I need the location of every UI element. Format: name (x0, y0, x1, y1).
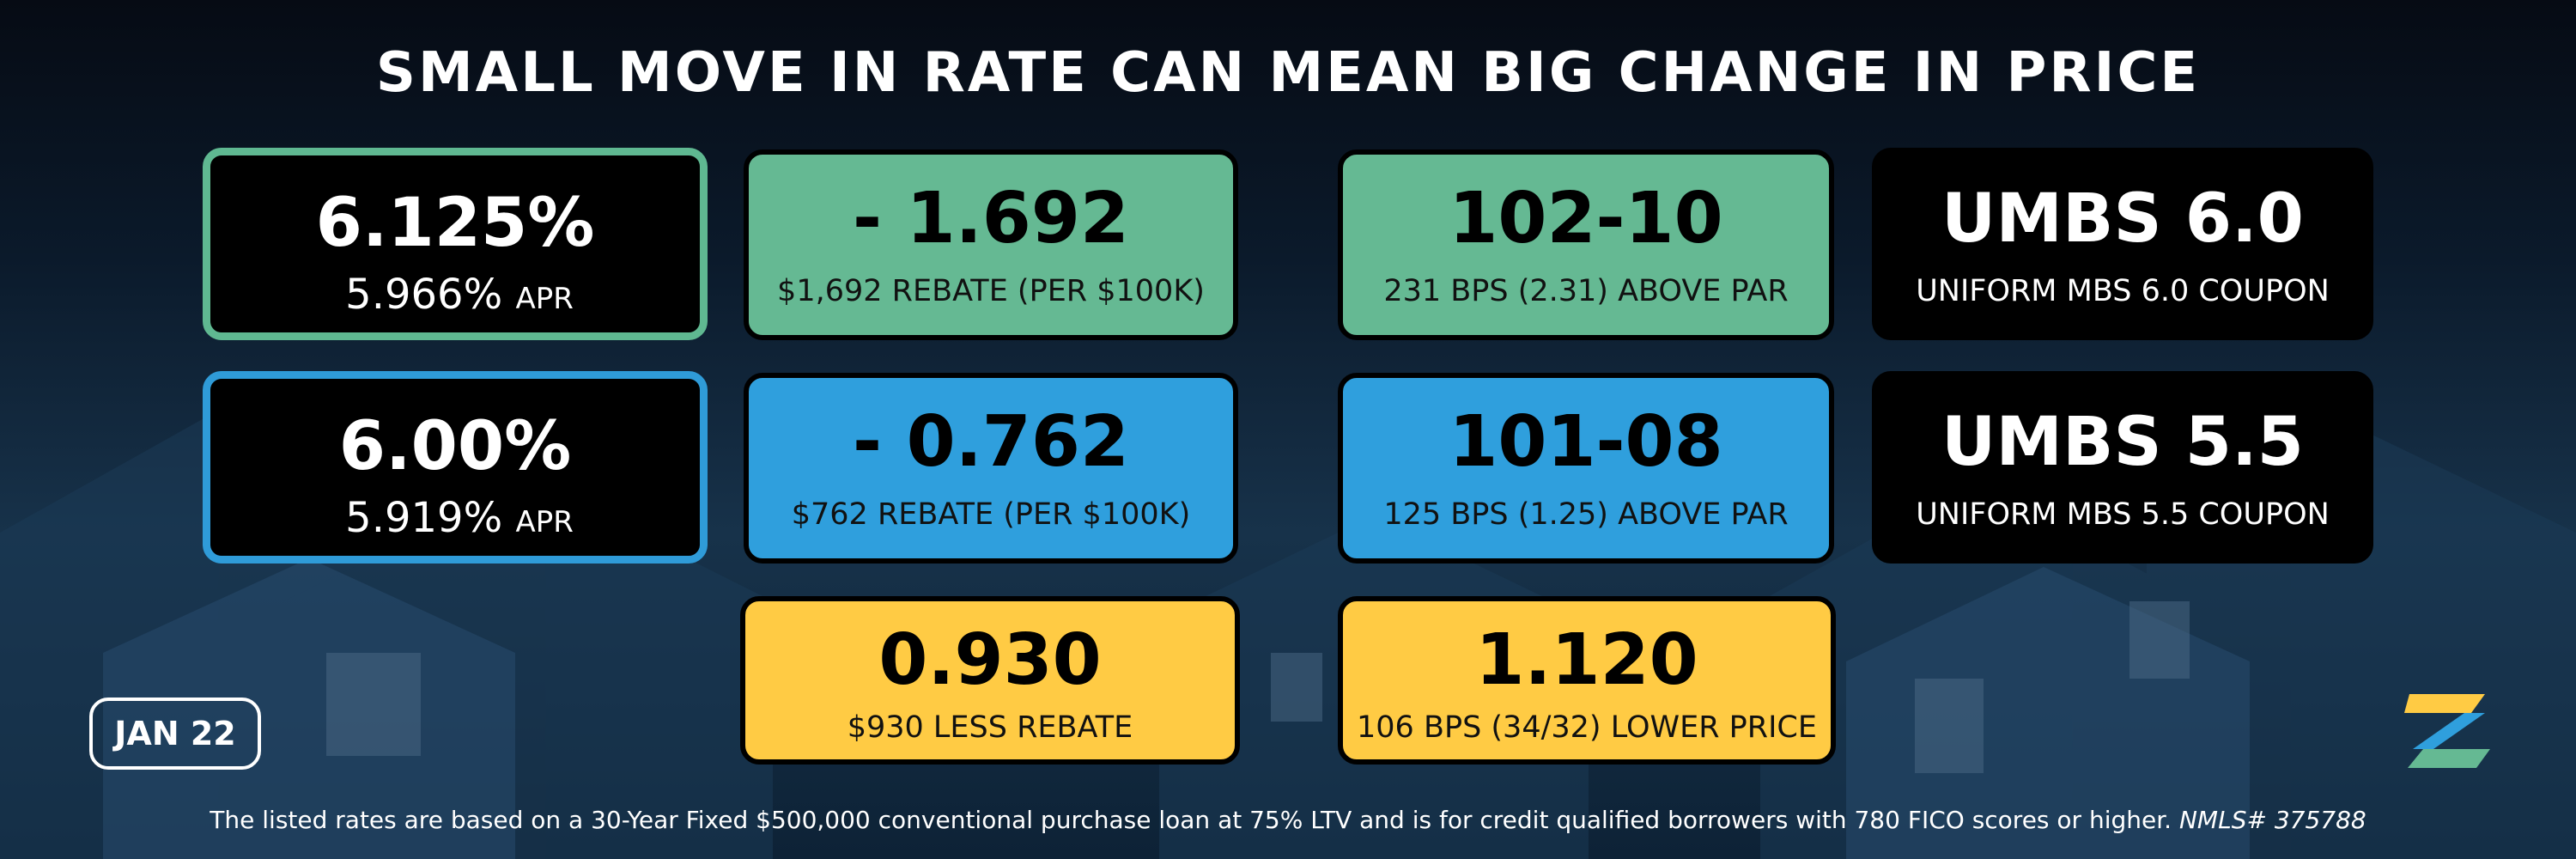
rebate-card-2: - 0.762 $762 REBATE (PER $100K) (744, 373, 1238, 564)
price-difference-value: 1.120 (1475, 619, 1698, 701)
coupon-value: UMBS 5.5 (1941, 404, 2304, 481)
company-logo-icon (2404, 694, 2490, 768)
coupon-card-1: UMBS 6.0 UNIFORM MBS 6.0 COUPON (1872, 148, 2373, 340)
price-card-1: 102-10 231 BPS (2.31) ABOVE PAR (1338, 149, 1834, 340)
apr-line: 5.966% APR (210, 274, 700, 315)
rate-card-1: 6.125% 5.966% APR (203, 148, 708, 340)
page-title: SMALL MOVE IN RATE CAN MEAN BIG CHANGE I… (375, 41, 2201, 105)
coupon-card-2: UMBS 5.5 UNIFORM MBS 5.5 COUPON (1872, 371, 2373, 564)
price-difference-card: 1.120 106 BPS (34/32) LOWER PRICE (1338, 596, 1836, 765)
price-difference-detail: 106 BPS (34/32) LOWER PRICE (1357, 710, 1817, 745)
rebate-value: - 0.762 (853, 401, 1129, 483)
rebate-difference-value: 0.930 (878, 619, 1102, 701)
date-badge: JAN 22 (89, 698, 261, 770)
price-value: 102-10 (1449, 178, 1723, 259)
coupon-detail: UNIFORM MBS 6.0 COUPON (1916, 274, 2330, 308)
nmls-number: NMLS# 375788 (2178, 806, 2366, 834)
rate-card-2: 6.00% 5.919% APR (203, 371, 708, 564)
price-detail: 231 BPS (2.31) ABOVE PAR (1383, 274, 1789, 308)
apr-label: APR (515, 505, 574, 539)
rebate-difference-detail: $930 LESS REBATE (847, 710, 1133, 745)
price-value: 101-08 (1449, 401, 1723, 483)
coupon-detail: UNIFORM MBS 5.5 COUPON (1916, 497, 2330, 532)
rate-value: 6.00% (338, 408, 572, 485)
rebate-value: - 1.692 (853, 178, 1129, 259)
rebate-card-1: - 1.692 $1,692 REBATE (PER $100K) (744, 149, 1238, 340)
apr-line: 5.919% APR (210, 497, 700, 539)
disclaimer: The listed rates are based on a 30-Year … (0, 806, 2576, 834)
rebate-difference-card: 0.930 $930 LESS REBATE (740, 596, 1240, 765)
price-card-2: 101-08 125 BPS (1.25) ABOVE PAR (1338, 373, 1834, 564)
apr-value: 5.966% (345, 271, 503, 319)
coupon-value: UMBS 6.0 (1941, 180, 2304, 258)
price-detail: 125 BPS (1.25) ABOVE PAR (1383, 497, 1789, 532)
rebate-detail: $762 REBATE (PER $100K) (791, 497, 1191, 532)
apr-value: 5.919% (345, 494, 503, 542)
apr-label: APR (515, 282, 574, 316)
rate-value: 6.125% (315, 185, 595, 262)
rebate-detail: $1,692 REBATE (PER $100K) (777, 274, 1205, 308)
disclaimer-text: The listed rates are based on a 30-Year … (210, 806, 2172, 834)
